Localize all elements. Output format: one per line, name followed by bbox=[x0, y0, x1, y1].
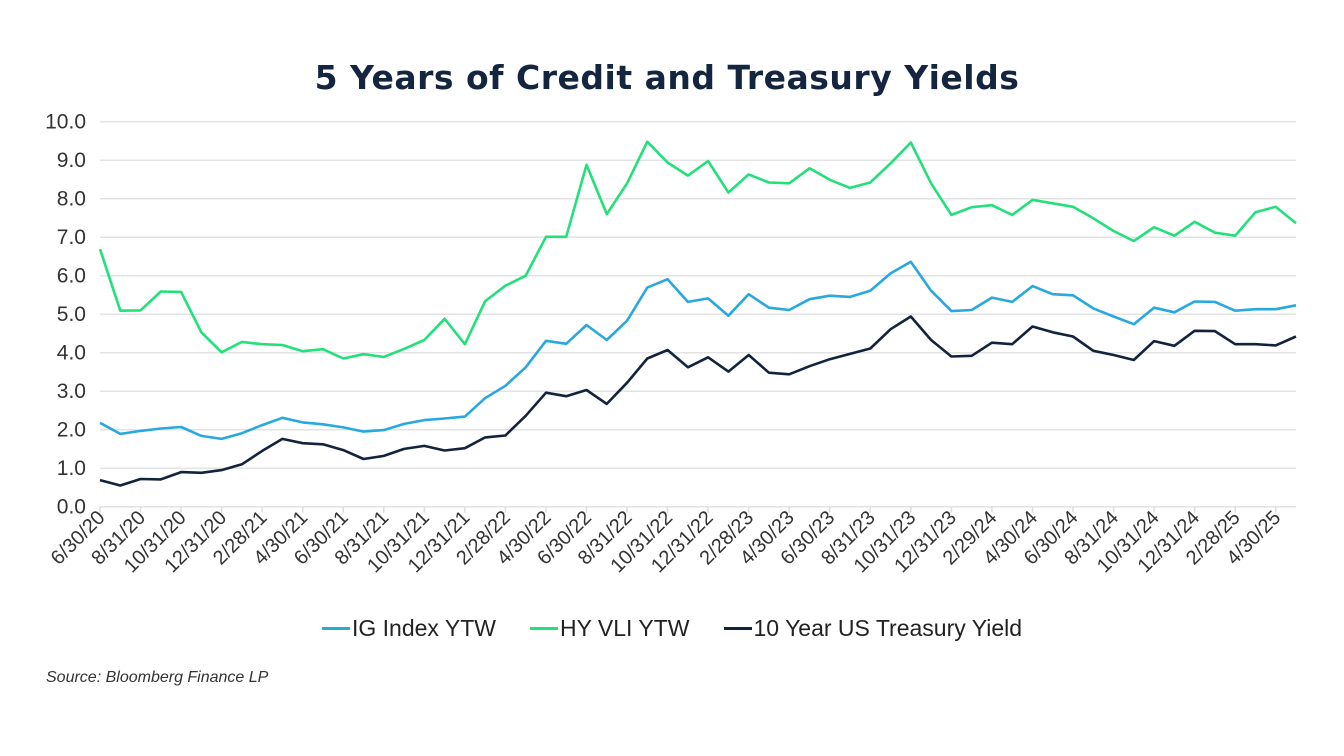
legend-item-ig: IG Index YTW bbox=[321, 615, 496, 642]
y-tick-label: 0.0 bbox=[57, 496, 86, 519]
legend-label-treasury: 10 Year US Treasury Yield bbox=[753, 615, 1023, 641]
legend-label-hy: HY VLI YTW bbox=[559, 615, 690, 641]
legend-swatch-ig bbox=[321, 627, 350, 630]
y-tick-label: 7.0 bbox=[57, 226, 86, 249]
legend-item-treasury: 10 Year US Treasury Yield bbox=[723, 615, 1023, 642]
legend: IG Index YTW HY VLI YTW 10 Year US Treas… bbox=[0, 615, 1344, 642]
y-tick-label: 4.0 bbox=[57, 342, 86, 365]
y-tick-label: 9.0 bbox=[57, 149, 86, 172]
chart-title: 5 Years of Credit and Treasury Yields bbox=[314, 58, 1020, 97]
y-tick-label: 3.0 bbox=[57, 380, 86, 403]
y-tick-label: 5.0 bbox=[57, 303, 86, 326]
series-line-treasury bbox=[99, 315, 1297, 487]
legend-item-hy: HY VLI YTW bbox=[529, 615, 690, 642]
series-line-ig bbox=[99, 260, 1297, 441]
y-tick-label: 8.0 bbox=[57, 188, 86, 211]
y-tick-label: 2.0 bbox=[57, 419, 86, 442]
legend-swatch-treasury bbox=[723, 627, 752, 630]
y-tick-label: 6.0 bbox=[57, 265, 86, 288]
legend-swatch-hy bbox=[529, 627, 558, 630]
legend-label-ig: IG Index YTW bbox=[351, 615, 496, 641]
series-line-hy bbox=[98, 140, 1297, 360]
y-tick-label: 1.0 bbox=[57, 457, 86, 480]
y-tick-label: 10.0 bbox=[45, 111, 86, 134]
source-note: Source: Bloomberg Finance LP bbox=[46, 669, 269, 686]
